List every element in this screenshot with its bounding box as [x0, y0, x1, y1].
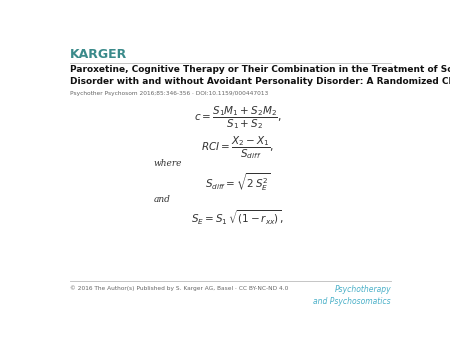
Text: Psychotherapy
and Psychosomatics: Psychotherapy and Psychosomatics [313, 285, 391, 306]
Text: Psychother Psychosom 2016;85:346-356 · DOI:10.1159/000447013: Psychother Psychosom 2016;85:346-356 · D… [70, 91, 269, 96]
Text: and: and [154, 195, 171, 204]
Text: $S_E = S_1\,\sqrt{(1 - r_{xx})},$: $S_E = S_1\,\sqrt{(1 - r_{xx})},$ [191, 209, 284, 227]
Text: where: where [154, 159, 182, 168]
Text: $S_{diff} = \sqrt{2\,S_E^2}$: $S_{diff} = \sqrt{2\,S_E^2}$ [205, 172, 270, 193]
Text: $RCI = \dfrac{X_2 - X_1}{S_{diff}},$: $RCI = \dfrac{X_2 - X_1}{S_{diff}},$ [201, 134, 274, 161]
Text: Paroxetine, Cognitive Therapy or Their Combination in the Treatment of Social An: Paroxetine, Cognitive Therapy or Their C… [70, 65, 450, 86]
Text: © 2016 The Author(s) Published by S. Karger AG, Basel · CC BY-NC-ND 4.0: © 2016 The Author(s) Published by S. Kar… [70, 285, 288, 291]
Text: KARGER: KARGER [70, 48, 127, 62]
Text: $c = \dfrac{S_1M_1 + S_2M_2}{S_1 + S_2},$: $c = \dfrac{S_1M_1 + S_2M_2}{S_1 + S_2},… [194, 104, 281, 131]
